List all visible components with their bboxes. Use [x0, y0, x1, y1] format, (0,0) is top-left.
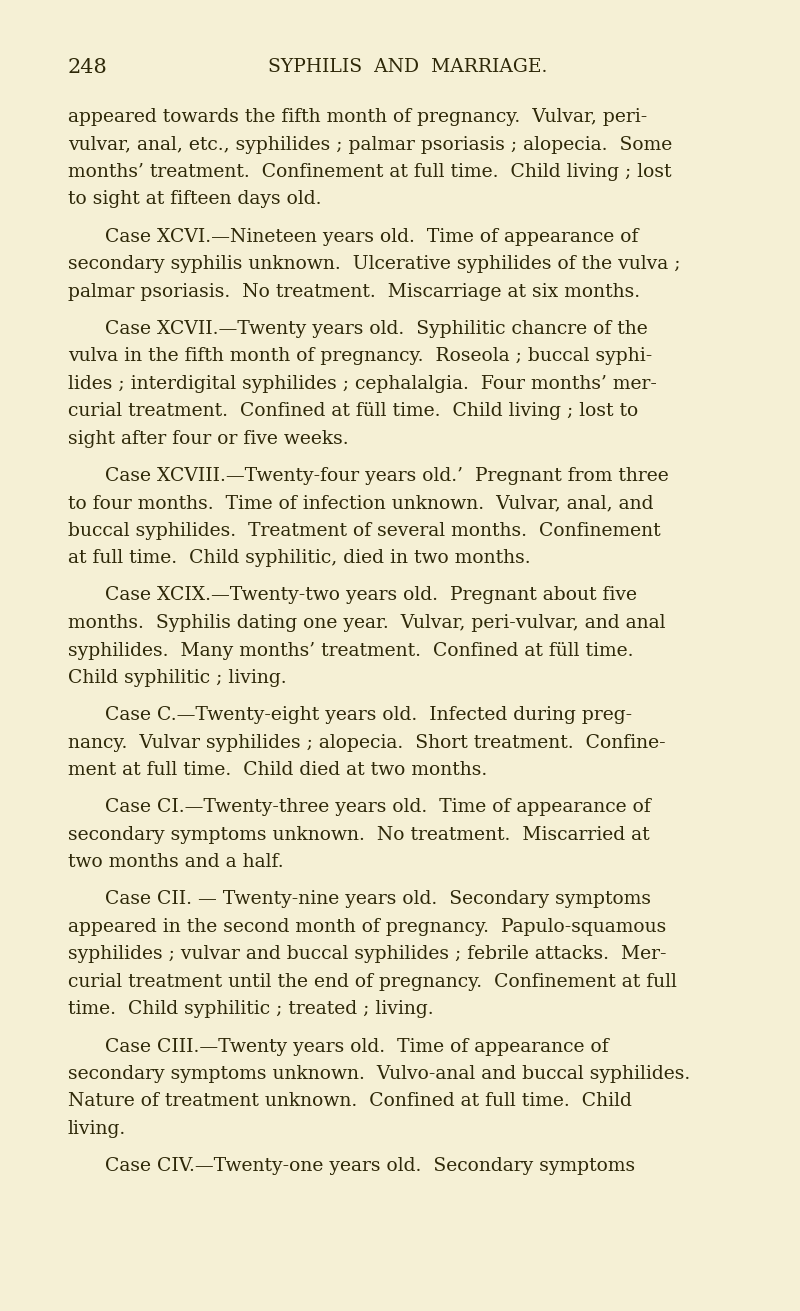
Text: ment at full time.  Child died at two months.: ment at full time. Child died at two mon… — [68, 762, 487, 779]
Text: curial treatment.  Confined at füll time.  Child living ; lost to: curial treatment. Confined at füll time.… — [68, 402, 638, 421]
Text: to four months.  Time of infection unknown.  Vulvar, anal, and: to four months. Time of infection unknow… — [68, 494, 654, 513]
Text: Case CIV.—Twenty-one years old.  Secondary symptoms: Case CIV.—Twenty-one years old. Secondar… — [105, 1158, 635, 1175]
Text: Case CIII.—Twenty years old.  Time of appearance of: Case CIII.—Twenty years old. Time of app… — [105, 1037, 609, 1055]
Text: Case CII. — Twenty-nine years old.  Secondary symptoms: Case CII. — Twenty-nine years old. Secon… — [105, 890, 651, 909]
Text: two months and a half.: two months and a half. — [68, 853, 284, 872]
Text: Child syphilitic ; living.: Child syphilitic ; living. — [68, 669, 286, 687]
Text: months.  Syphilis dating one year.  Vulvar, peri-vulvar, and anal: months. Syphilis dating one year. Vulvar… — [68, 614, 666, 632]
Text: secondary symptoms unknown.  No treatment.  Miscarried at: secondary symptoms unknown. No treatment… — [68, 826, 650, 844]
Text: Case C.—Twenty-eight years old.  Infected during preg-: Case C.—Twenty-eight years old. Infected… — [105, 707, 632, 724]
Text: vulva in the fifth month of pregnancy.  Roseola ; buccal syphi-: vulva in the fifth month of pregnancy. R… — [68, 347, 652, 366]
Text: 248: 248 — [68, 58, 108, 77]
Text: Case XCIX.—Twenty-two years old.  Pregnant about five: Case XCIX.—Twenty-two years old. Pregnan… — [105, 586, 637, 604]
Text: living.: living. — [68, 1120, 126, 1138]
Text: at full time.  Child syphilitic, died in two months.: at full time. Child syphilitic, died in … — [68, 549, 530, 568]
Text: months’ treatment.  Confinement at full time.  Child living ; lost: months’ treatment. Confinement at full t… — [68, 163, 671, 181]
Text: palmar psoriasis.  No treatment.  Miscarriage at six months.: palmar psoriasis. No treatment. Miscarri… — [68, 283, 640, 300]
Text: sight after four or five weeks.: sight after four or five weeks. — [68, 430, 349, 448]
Text: nancy.  Vulvar syphilides ; alopecia.  Short treatment.  Confine-: nancy. Vulvar syphilides ; alopecia. Sho… — [68, 734, 666, 751]
Text: appeared towards the fifth month of pregnancy.  Vulvar, peri-: appeared towards the fifth month of preg… — [68, 108, 647, 126]
Text: Case CI.—Twenty-three years old.  Time of appearance of: Case CI.—Twenty-three years old. Time of… — [105, 798, 650, 817]
Text: syphilides.  Many months’ treatment.  Confined at füll time.: syphilides. Many months’ treatment. Conf… — [68, 641, 634, 659]
Text: time.  Child syphilitic ; treated ; living.: time. Child syphilitic ; treated ; livin… — [68, 1000, 434, 1019]
Text: Case XCVI.—Nineteen years old.  Time of appearance of: Case XCVI.—Nineteen years old. Time of a… — [105, 228, 638, 245]
Text: to sight at fifteen days old.: to sight at fifteen days old. — [68, 190, 322, 208]
Text: Case XCVII.—Twenty years old.  Syphilitic chancre of the: Case XCVII.—Twenty years old. Syphilitic… — [105, 320, 648, 338]
Text: syphilides ; vulvar and buccal syphilides ; febrile attacks.  Mer-: syphilides ; vulvar and buccal syphilide… — [68, 945, 666, 964]
Text: Nature of treatment unknown.  Confined at full time.  Child: Nature of treatment unknown. Confined at… — [68, 1092, 632, 1110]
Text: secondary symptoms unknown.  Vulvo-anal and buccal syphilides.: secondary symptoms unknown. Vulvo-anal a… — [68, 1065, 690, 1083]
Text: appeared in the second month of pregnancy.  Papulo-squamous: appeared in the second month of pregnanc… — [68, 918, 666, 936]
Text: secondary syphilis unknown.  Ulcerative syphilides of the vulva ;: secondary syphilis unknown. Ulcerative s… — [68, 256, 681, 273]
Text: vulvar, anal, etc., syphilides ; palmar psoriasis ; alopecia.  Some: vulvar, anal, etc., syphilides ; palmar … — [68, 135, 672, 153]
Text: SYPHILIS  AND  MARRIAGE.: SYPHILIS AND MARRIAGE. — [268, 58, 548, 76]
Text: lides ; interdigital syphilides ; cephalalgia.  Four months’ mer-: lides ; interdigital syphilides ; cephal… — [68, 375, 657, 393]
Text: Case XCVIII.—Twenty-four years old.’  Pregnant from three: Case XCVIII.—Twenty-four years old.’ Pre… — [105, 467, 669, 485]
Text: curial treatment until the end of pregnancy.  Confinement at full: curial treatment until the end of pregna… — [68, 973, 677, 991]
Text: buccal syphilides.  Treatment of several months.  Confinement: buccal syphilides. Treatment of several … — [68, 522, 661, 540]
